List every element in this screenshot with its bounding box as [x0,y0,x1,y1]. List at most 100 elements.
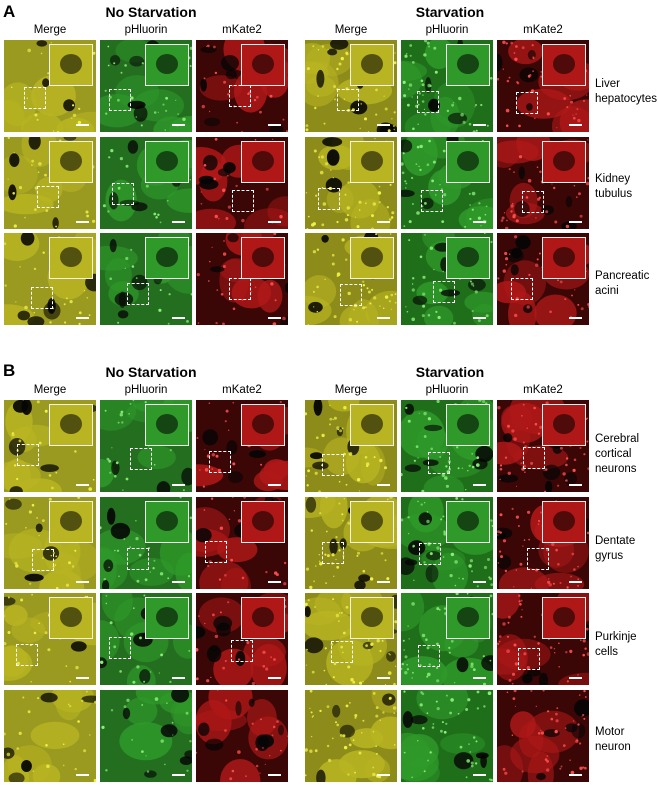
zoom-inset [145,597,189,639]
scale-bar [377,677,390,679]
scale-bar [377,317,390,319]
micrograph-purkinje-cells-no-starvation-merge [4,593,96,685]
scale-bar [377,221,390,223]
inset-nucleus [60,511,82,531]
region-of-interest-box [109,637,131,659]
inset-nucleus [156,54,178,74]
region-of-interest-box [232,190,254,212]
micrograph-dentate-gyrus-starvation-phluorin [401,497,493,589]
zoom-inset [446,237,490,279]
region-of-interest-box [32,549,54,571]
region-of-interest-box [523,447,545,469]
scale-bar [569,677,582,679]
scale-bar [268,317,281,319]
region-of-interest-box [130,448,152,470]
inset-nucleus [252,151,274,171]
zoom-inset [49,237,93,279]
inset-nucleus [457,151,479,171]
panel-a-right-col-merge: Merge [334,24,368,36]
scale-bar [473,221,486,223]
panel-letter-a: A [3,2,16,21]
zoom-inset [241,141,285,183]
scale-bar [268,677,281,679]
region-of-interest-box [322,542,344,564]
micrograph-purkinje-cells-starvation-phluorin [401,593,493,685]
zoom-inset [446,44,490,86]
inset-nucleus [252,54,274,74]
scale-bar [473,124,486,126]
scale-bar [377,581,390,583]
zoom-inset [446,501,490,543]
zoom-inset [446,404,490,446]
zoom-inset [350,404,394,446]
region-of-interest-box [17,444,39,466]
micrograph-cerebral-cortical-neurons-no-starvation-phluorin [100,400,192,492]
zoom-inset [145,237,189,279]
region-of-interest-box [527,548,549,570]
region-of-interest-box [417,91,439,113]
micrograph-dentate-gyrus-starvation-mkate2 [497,497,589,589]
region-of-interest-box [322,454,344,476]
micrograph-pancreatic-acini-no-starvation-phluorin [100,233,192,325]
region-of-interest-box [421,190,443,212]
zoom-inset [542,501,586,543]
inset-nucleus [156,607,178,627]
inset-nucleus [457,247,479,267]
zoom-inset [49,597,93,639]
micrograph-cerebral-cortical-neurons-no-starvation-merge [4,400,96,492]
inset-nucleus [553,607,575,627]
zoom-inset [145,141,189,183]
zoom-inset [241,597,285,639]
zoom-inset [241,404,285,446]
micrograph-pancreatic-acini-no-starvation-mkate2 [196,233,288,325]
panel-a-right-col-mkate2: mKate2 [523,24,563,36]
panel-b-right-col-phluorin: pHluorin [425,384,469,396]
scale-bar [569,581,582,583]
inset-nucleus [252,247,274,267]
region-of-interest-box [511,278,533,300]
micrograph-cerebral-cortical-neurons-no-starvation-mkate2 [196,400,288,492]
scale-bar [569,484,582,486]
region-of-interest-box [229,278,251,300]
scale-bar [268,221,281,223]
micrograph-pancreatic-acini-starvation-phluorin [401,233,493,325]
inset-nucleus [156,414,178,434]
region-of-interest-box [231,640,253,662]
panel-b-right-col-merge: Merge [334,384,368,396]
row-label-purkinje-cells: Purkinje cells [595,631,637,658]
region-of-interest-box [109,89,131,111]
scale-bar [76,774,89,776]
inset-nucleus [156,151,178,171]
inset-nucleus [252,511,274,531]
inset-nucleus [156,247,178,267]
micrograph-kidney-tubulus-starvation-mkate2 [497,137,589,229]
micrograph-liver-hepatocytes-no-starvation-merge [4,40,96,132]
scale-bar [473,581,486,583]
scale-bar [473,774,486,776]
micrograph-dentate-gyrus-no-starvation-mkate2 [196,497,288,589]
region-of-interest-box [229,85,251,107]
inset-nucleus [553,151,575,171]
scale-bar [172,317,185,319]
zoom-inset [145,501,189,543]
micrograph-pancreatic-acini-starvation-mkate2 [497,233,589,325]
zoom-inset [350,597,394,639]
inset-nucleus [553,54,575,74]
region-of-interest-box [209,451,231,473]
micrograph-pancreatic-acini-starvation-merge [305,233,397,325]
panel-b-no-starvation-title: No Starvation [105,364,197,380]
region-of-interest-box [518,648,540,670]
region-of-interest-box [340,284,362,306]
zoom-inset [542,44,586,86]
micrograph-dentate-gyrus-starvation-merge [305,497,397,589]
zoom-inset [350,237,394,279]
scale-bar [268,484,281,486]
row-label-kidney-tubulus: Kidney tubulus [595,173,633,200]
zoom-inset [350,44,394,86]
micrograph-purkinje-cells-no-starvation-mkate2 [196,593,288,685]
scale-bar [76,581,89,583]
scale-bar [76,221,89,223]
scale-bar [172,774,185,776]
micrograph-cerebral-cortical-neurons-starvation-phluorin [401,400,493,492]
region-of-interest-box [433,281,455,303]
